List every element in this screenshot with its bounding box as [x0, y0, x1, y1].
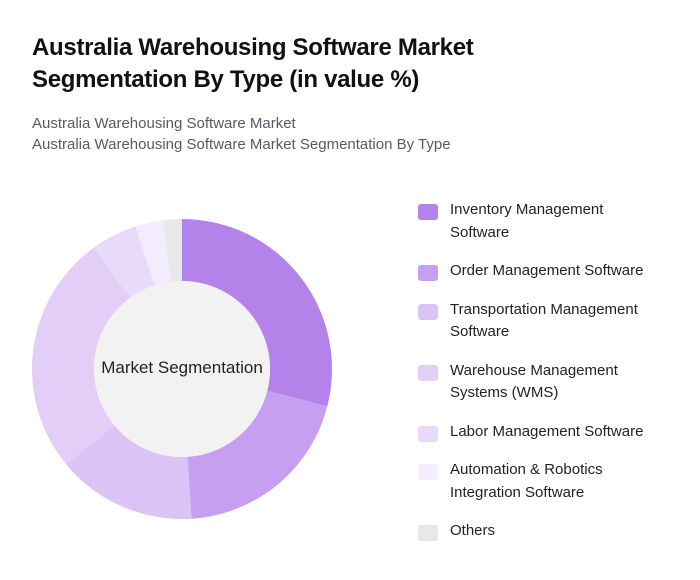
legend-item[interactable]: Warehouse Management Systems (WMS) [418, 360, 688, 405]
donut-chart [32, 219, 332, 519]
donut-slice[interactable] [163, 219, 182, 282]
donut-slice[interactable] [32, 247, 131, 465]
donut-slice[interactable] [182, 219, 332, 407]
donut-hole [94, 281, 270, 457]
legend-swatch-icon [418, 303, 438, 320]
legend-swatch-icon [418, 265, 438, 281]
legend-swatch-icon [418, 204, 438, 220]
chart-title: Australia Warehousing Software Market Se… [32, 34, 474, 93]
donut-slice[interactable] [93, 226, 155, 298]
legend-item[interactable]: Others [418, 520, 688, 543]
donut-slice[interactable] [66, 425, 192, 519]
legend-item[interactable]: Automation & Robotics Integration Softwa… [418, 459, 688, 504]
legend-swatch-icon [418, 525, 438, 541]
chart-subtitle: Australia Warehousing Software Market Au… [32, 113, 451, 155]
donut-slice[interactable] [135, 220, 171, 286]
legend-label: Warehouse Management Systems (WMS) [450, 361, 618, 402]
chart-legend: Inventory Management Software Order Manag… [418, 199, 688, 559]
legend-label: Transportation Management Software [450, 300, 638, 341]
legend-item[interactable]: Transportation Management Software [418, 299, 688, 344]
legend-swatch-icon [418, 364, 438, 381]
legend-label: Others [450, 522, 496, 539]
legend-swatch-icon [418, 464, 438, 480]
legend-swatch-icon [418, 425, 438, 442]
donut-center-label: Market Segmentation [101, 358, 263, 377]
legend-label: Order Management Software [450, 262, 644, 279]
subtitle-line-2: Australia Warehousing Software Market Se… [32, 136, 451, 153]
legend-item[interactable]: Inventory Management Software [418, 199, 688, 244]
donut-slice[interactable] [187, 390, 328, 519]
subtitle-line-1: Australia Warehousing Software Market [32, 115, 296, 132]
legend-item[interactable]: Order Management Software [418, 260, 688, 283]
legend-label: Inventory Management Software [450, 201, 604, 241]
legend-label: Labor Management Software [450, 422, 644, 440]
legend-label: Automation & Robotics Integration Softwa… [450, 461, 603, 501]
legend-item[interactable]: Labor Management Software [418, 421, 688, 444]
